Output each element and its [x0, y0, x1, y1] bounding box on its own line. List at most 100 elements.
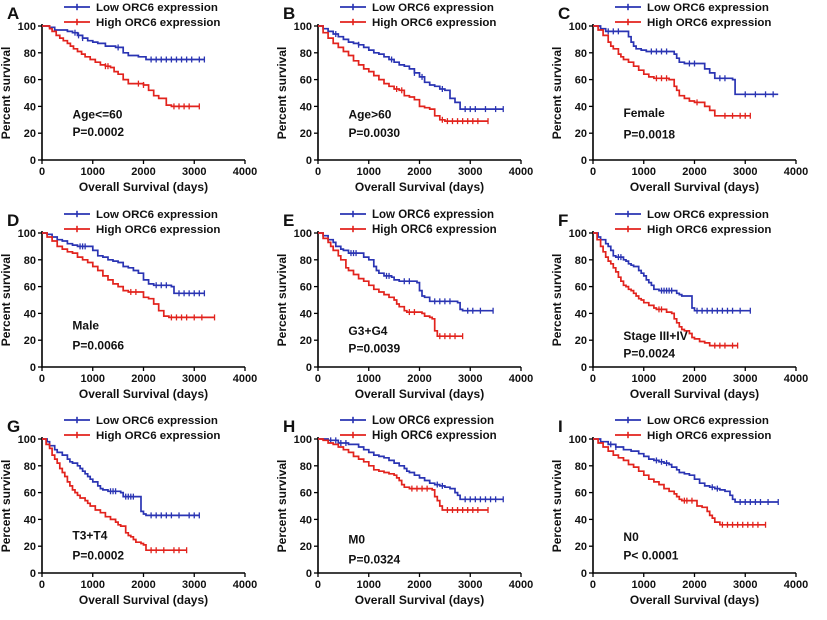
legend-label-high: High ORC6 expression [96, 17, 220, 29]
legend-label-high: High ORC6 expression [372, 224, 497, 236]
km-panel-d: D Low ORC6 expression High ORC6 expression… [0, 207, 276, 414]
y-tick-label: 0 [581, 568, 587, 580]
x-tick-label: 3000 [182, 373, 206, 385]
panel-letter: B [283, 4, 295, 23]
y-tick-label: 40 [575, 515, 587, 527]
km-panel-g: G Low ORC6 expression High ORC6 expression… [0, 413, 276, 620]
y-axis-title: Percent survival [276, 253, 289, 346]
y-tick-label: 40 [24, 515, 36, 527]
y-tick-label: 80 [575, 254, 587, 266]
subgroup-label: Female [624, 106, 666, 120]
y-tick-label: 20 [24, 335, 36, 347]
y-tick-label: 100 [293, 228, 311, 240]
legend-label-high: High ORC6 expression [647, 430, 771, 442]
y-tick-label: 60 [299, 488, 311, 500]
x-tick-label: 3000 [458, 579, 482, 591]
p-value-label: P=0.0324 [348, 553, 400, 567]
p-value-label: P=0.0066 [72, 338, 124, 352]
p-value-label: P=0.0018 [624, 128, 676, 142]
panel-letter: G [7, 417, 20, 436]
y-tick-label: 20 [24, 128, 36, 140]
x-tick-label: 2000 [407, 166, 431, 178]
km-curve-high [593, 25, 751, 117]
x-tick-label: 0 [39, 579, 45, 591]
km-curve-low [317, 231, 493, 312]
p-value-label: P=0.0030 [348, 126, 400, 140]
legend-label-low: Low ORC6 expression [647, 415, 769, 427]
panel-letter: D [7, 211, 19, 230]
x-tick-label: 1000 [632, 373, 656, 385]
y-tick-label: 20 [299, 335, 311, 347]
y-tick-label: 40 [24, 308, 36, 320]
y-tick-label: 80 [299, 48, 311, 60]
x-tick-label: 3000 [458, 373, 482, 385]
legend-label-high: High ORC6 expression [372, 430, 497, 442]
km-curve-high [317, 25, 488, 122]
km-panel-f: F Low ORC6 expression High ORC6 expression… [551, 207, 827, 414]
x-tick-label: 0 [590, 579, 596, 591]
p-value-label: P=0.0024 [624, 346, 676, 360]
km-curve-low [317, 438, 503, 501]
y-tick-label: 100 [293, 21, 311, 33]
legend-label-low: Low ORC6 expression [372, 2, 494, 14]
y-tick-label: 40 [575, 101, 587, 113]
x-tick-label: 3000 [733, 579, 757, 591]
x-tick-label: 2000 [131, 373, 155, 385]
km-plot-h: H Low ORC6 expression High ORC6 expression… [276, 415, 533, 607]
y-tick-label: 0 [581, 362, 587, 374]
km-curve-low [593, 438, 779, 504]
y-tick-label: 60 [575, 75, 587, 87]
legend-label-high: High ORC6 expression [96, 430, 220, 442]
y-tick-label: 80 [24, 48, 36, 60]
panel-letter: H [283, 417, 295, 436]
km-plot-e: E Low ORC6 expression High ORC6 expression… [276, 209, 533, 401]
panel-letter: I [558, 417, 563, 436]
panel-letter: E [283, 211, 294, 230]
y-tick-label: 40 [299, 308, 311, 320]
y-tick-label: 0 [306, 568, 312, 580]
x-tick-label: 0 [315, 373, 321, 385]
y-tick-label: 40 [575, 308, 587, 320]
y-tick-label: 20 [575, 335, 587, 347]
subgroup-label: Male [72, 318, 99, 332]
x-tick-label: 4000 [508, 373, 532, 385]
x-tick-label: 4000 [784, 579, 808, 591]
x-tick-label: 3000 [182, 579, 206, 591]
y-tick-label: 0 [30, 568, 36, 580]
x-tick-label: 1000 [81, 166, 105, 178]
y-tick-label: 60 [24, 281, 36, 293]
x-tick-label: 4000 [233, 166, 257, 178]
y-tick-label: 100 [18, 228, 36, 240]
y-tick-label: 80 [575, 461, 587, 473]
legend-label-low: Low ORC6 expression [96, 209, 218, 221]
y-tick-label: 40 [299, 101, 311, 113]
km-curve-high [317, 438, 488, 512]
y-tick-label: 100 [293, 434, 311, 446]
y-tick-label: 60 [575, 488, 587, 500]
y-tick-label: 20 [575, 542, 587, 554]
y-tick-label: 100 [18, 21, 36, 33]
subgroup-label: T3+T4 [72, 529, 107, 543]
x-axis-title: Overall Survival (days) [630, 387, 759, 401]
y-tick-label: 40 [299, 515, 311, 527]
x-tick-label: 2000 [131, 166, 155, 178]
panel-letter: C [558, 4, 570, 23]
legend-label-high: High ORC6 expression [96, 224, 220, 236]
subgroup-label: Stage III+IV [624, 329, 688, 343]
x-tick-label: 1000 [356, 373, 380, 385]
x-tick-label: 3000 [733, 166, 757, 178]
x-tick-label: 0 [315, 166, 321, 178]
x-tick-label: 0 [590, 166, 596, 178]
x-tick-label: 0 [590, 373, 596, 385]
km-plot-i: I Low ORC6 expression High ORC6 expression… [551, 415, 808, 607]
legend-label-high: High ORC6 expression [647, 224, 771, 236]
y-tick-label: 80 [575, 48, 587, 60]
y-tick-label: 60 [24, 75, 36, 87]
y-axis-title: Percent survival [0, 47, 13, 140]
panel-letter: A [7, 4, 19, 23]
km-plot-g: G Low ORC6 expression High ORC6 expression… [0, 415, 257, 607]
x-axis-title: Overall Survival (days) [354, 387, 483, 401]
p-value-label: P=0.0039 [348, 341, 400, 355]
x-tick-label: 2000 [683, 166, 707, 178]
